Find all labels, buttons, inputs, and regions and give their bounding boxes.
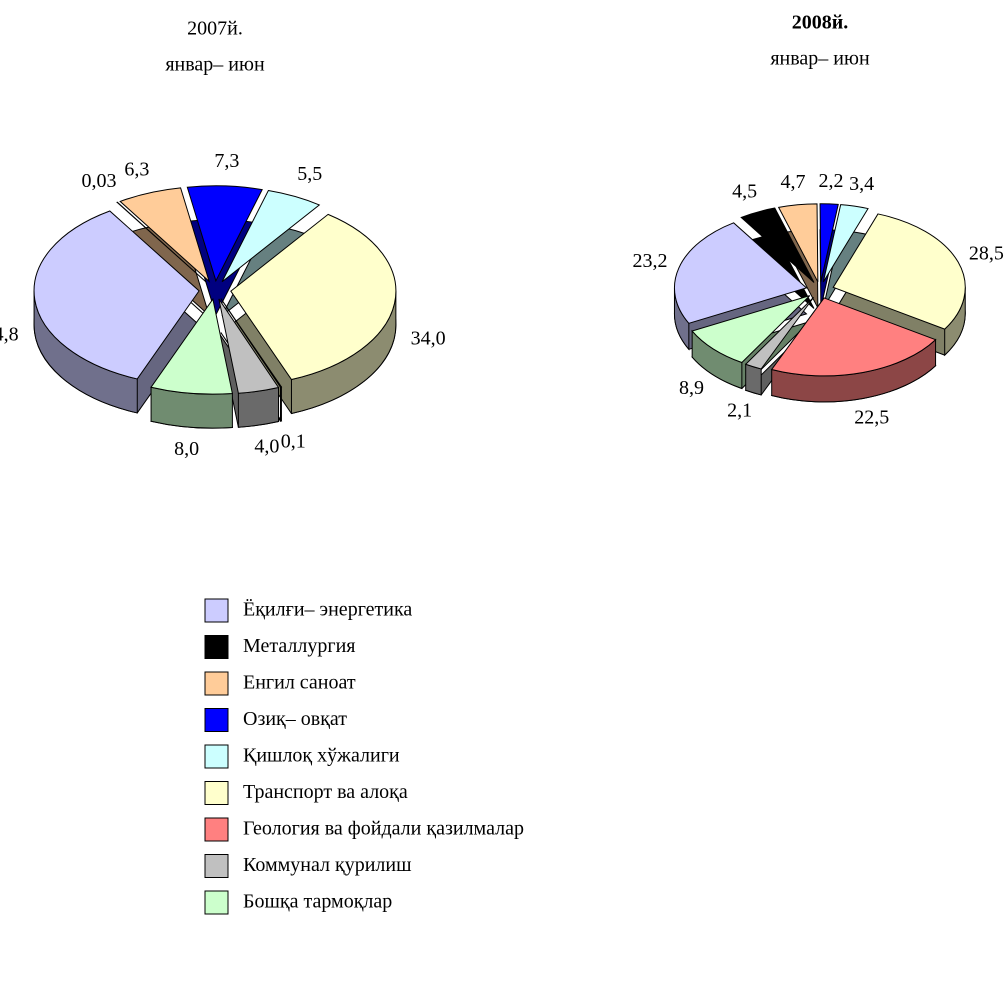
data-label: 4,5 (732, 180, 757, 202)
slice (230, 213, 397, 381)
data-label: 34,0 (411, 328, 446, 350)
chart-title: 2008й. (792, 12, 849, 34)
legend-swatch (204, 817, 229, 842)
chart-subtitle: январ– июн (165, 54, 265, 76)
legend-label: Озиқ– овқат (243, 708, 347, 730)
slice (220, 298, 283, 388)
data-label: 7,3 (214, 150, 239, 172)
slice (832, 213, 966, 330)
data-label: 28,5 (969, 243, 1004, 265)
slice (119, 187, 211, 283)
data-label: 0,1 (281, 430, 306, 452)
slice (33, 210, 200, 380)
data-label: 8,9 (679, 377, 704, 399)
data-label: 5,5 (297, 163, 322, 185)
chart-title: 2007й. (187, 18, 243, 40)
legend-swatch (204, 708, 229, 732)
data-label: 4,7 (781, 171, 806, 193)
legend-swatch (204, 598, 229, 623)
slice-wall (279, 386, 282, 422)
slice (673, 222, 808, 324)
slice (221, 189, 321, 283)
slice (150, 297, 234, 395)
legend-swatch (204, 890, 229, 915)
data-label: 22,5 (854, 406, 889, 428)
legend-swatch (204, 781, 229, 805)
legend-label: Транспорт ва алоқа (243, 781, 408, 803)
chart-subtitle: январ– июн (770, 48, 870, 70)
slice (819, 203, 839, 282)
slice-wall (237, 386, 280, 428)
data-label: 3,4 (849, 173, 874, 195)
legend-label: Ёқилғи– энергетика (243, 598, 412, 621)
data-label: 23,2 (632, 250, 667, 272)
slice (770, 297, 937, 377)
slice (744, 297, 815, 370)
slice (822, 204, 869, 283)
data-label: 4,0 (254, 435, 279, 457)
slice (186, 185, 263, 283)
legend-label: Геология ва фойдали қазилмалар (243, 818, 524, 840)
legend-swatch (204, 854, 229, 878)
legend-label: Енгил саноат (243, 672, 356, 694)
data-label: 34,8 (0, 324, 19, 346)
legend-label: Қишлоқ хўжалиги (243, 745, 400, 767)
legend-label: Металлургия (243, 635, 356, 657)
legend-label: Коммунал қурилиш (243, 854, 412, 876)
data-label: 2,1 (727, 399, 752, 421)
legend-swatch (204, 635, 229, 659)
legend-label: Бошқа тармоқлар (243, 891, 392, 913)
slice (777, 203, 819, 283)
slice (691, 295, 811, 364)
data-label: 2,2 (819, 170, 844, 192)
slice (740, 207, 815, 283)
slice (116, 201, 207, 283)
legend-swatch (204, 671, 229, 696)
slice (218, 298, 280, 394)
data-label: 6,3 (124, 159, 149, 181)
data-label: 8,0 (174, 438, 199, 460)
legend-swatch (204, 744, 229, 769)
pie (33, 185, 397, 429)
data-label: 0,03 (81, 170, 116, 192)
pie (673, 203, 966, 403)
